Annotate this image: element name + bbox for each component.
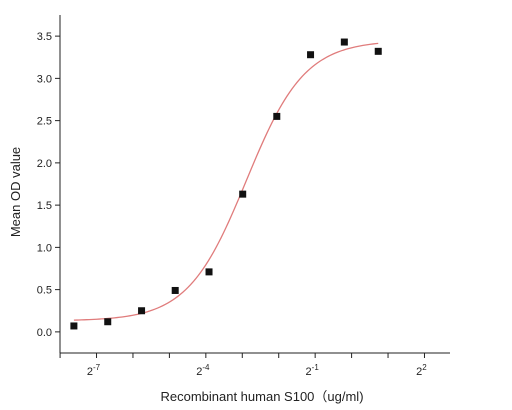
ticks: 0.0 0.5 1.0 1.5 2.0 2.5 3.0 3.5 2-7 2-4 2-1 22: [37, 31, 428, 378]
data-point: [307, 51, 315, 59]
axes: [59, 15, 450, 354]
data-point: [104, 318, 112, 326]
data-point: [171, 286, 179, 294]
y-tick-label: 0.0: [37, 327, 52, 339]
x-tick-label: 2-1: [306, 363, 320, 378]
data-point: [374, 47, 382, 55]
data-point: [239, 190, 247, 198]
x-tick-label: 2-7: [87, 363, 101, 378]
data-point: [138, 307, 146, 315]
data-point: [273, 112, 281, 120]
data-point: [340, 38, 348, 46]
y-tick-label: 0.5: [37, 285, 52, 297]
y-tick-label: 3.0: [37, 73, 52, 85]
x-axis-title: Recombinant human S100（ug/ml): [160, 389, 363, 404]
data-point: [70, 322, 78, 330]
y-tick-label: 2.5: [37, 116, 52, 128]
x-tick-label: 2-4: [196, 363, 210, 378]
y-tick-label: 3.5: [37, 31, 52, 43]
data-points: [70, 38, 382, 330]
x-tick-label: 22: [416, 363, 427, 378]
data-point: [205, 268, 213, 276]
fit-curve: [73, 42, 379, 321]
y-tick-label: 1.5: [37, 200, 52, 212]
y-tick-label: 1.0: [37, 242, 52, 254]
y-axis-title: Mean OD value: [8, 147, 23, 237]
y-tick-label: 2.0: [37, 158, 52, 170]
